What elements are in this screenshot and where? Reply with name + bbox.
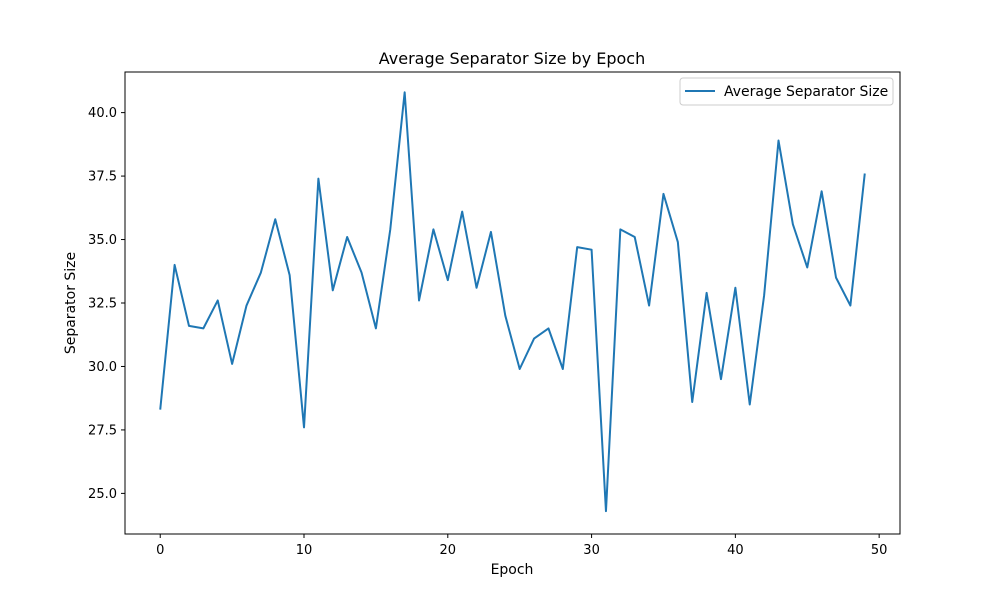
- series-layer: [159, 91, 866, 513]
- series-line: [159, 91, 866, 513]
- x-tick-label: 20: [440, 543, 457, 558]
- y-axis-ticks: 25.0 27.5 30.0 32.5 35.0 37.5 40.0: [88, 106, 125, 502]
- y-tick-label: 30.0: [88, 360, 117, 375]
- y-tick-label: 27.5: [88, 423, 117, 438]
- y-tick-label: 37.5: [88, 170, 117, 185]
- chart-title: Average Separator Size by Epoch: [379, 49, 646, 68]
- y-tick-label: 25.0: [88, 487, 117, 502]
- x-axis-ticks: 0 10 20 30 40 50: [156, 534, 887, 558]
- x-tick-label: 50: [871, 543, 888, 558]
- y-tick-label: 40.0: [88, 106, 117, 121]
- x-axis-label: Epoch: [491, 562, 534, 578]
- x-tick-label: 30: [583, 543, 600, 558]
- legend-box: [679, 77, 894, 106]
- y-tick-label: 32.5: [88, 297, 117, 312]
- legend-label: Average Separator Size: [724, 84, 888, 100]
- y-tick-label: 35.0: [88, 233, 117, 248]
- legend: Average Separator Size: [679, 77, 894, 106]
- x-tick-label: 0: [156, 543, 164, 558]
- y-axis-label: Separator Size: [63, 252, 79, 354]
- x-tick-label: 10: [296, 543, 313, 558]
- x-tick-label: 40: [727, 543, 744, 558]
